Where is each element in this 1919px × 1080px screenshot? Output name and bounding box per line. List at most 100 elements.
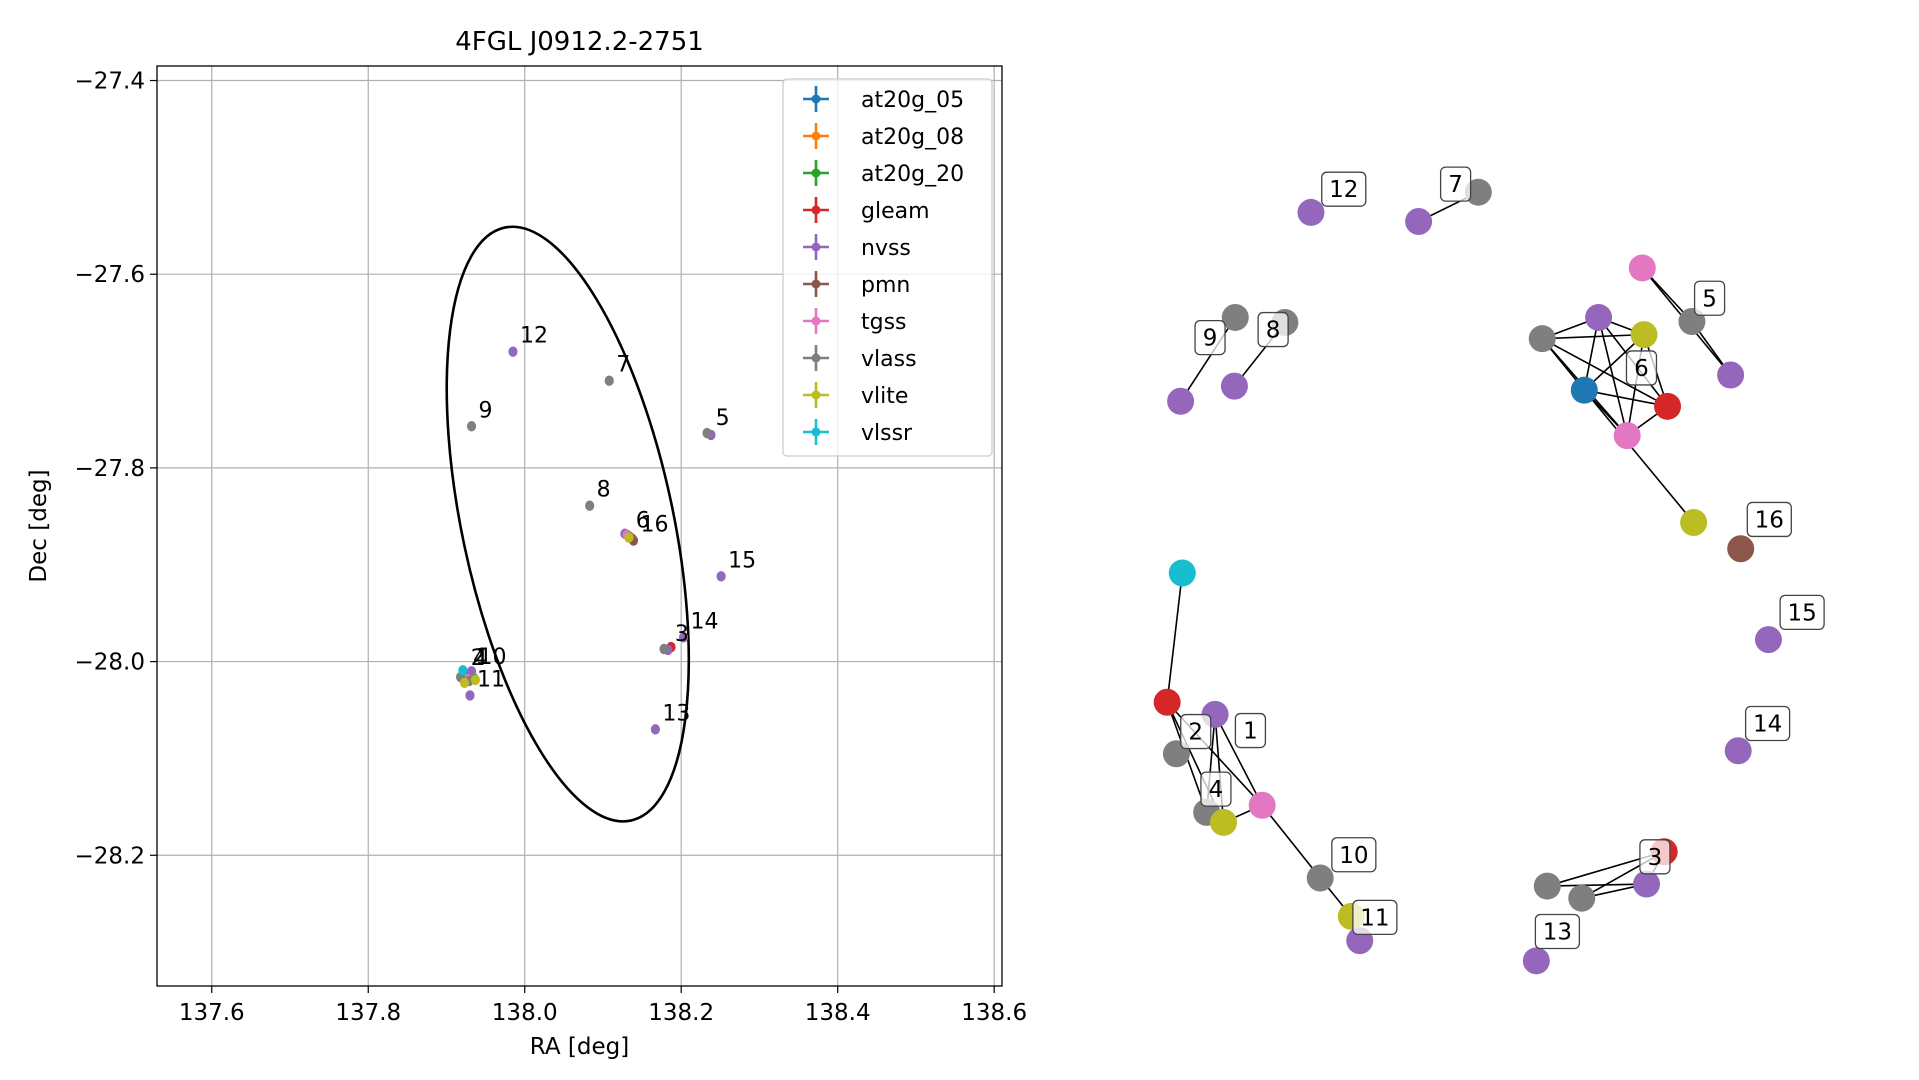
network-label-box: [1194, 319, 1226, 356]
point-vlass: [604, 375, 614, 386]
network-label-box: [1200, 771, 1232, 807]
network-edge: [1541, 337, 1668, 408]
network-node-at20g-a: [1570, 376, 1598, 404]
network-label-box: [1352, 899, 1398, 936]
legend-marker-vlite-dot: [811, 390, 821, 400]
x-tick-label: 138.0: [492, 1000, 558, 1026]
chart-title: 4FGL J0912.2-2751: [455, 27, 704, 57]
network-edge: [1584, 389, 1668, 408]
point-vlass: [466, 421, 477, 432]
network-label: 4: [1209, 777, 1224, 803]
legend-marker-nvss-dot: [811, 242, 821, 252]
network-node-nvss-g: [1717, 361, 1745, 389]
x-axis-ticks: 137.6 137.8 138.0 138.2 138.4 138.6: [179, 986, 1027, 1026]
point-nvss: [678, 632, 689, 643]
network-edge: [1179, 317, 1236, 402]
network-node-vlass-i: [1533, 872, 1561, 900]
point-vlite: [459, 677, 470, 689]
network-node-tgss-a: [1248, 791, 1276, 819]
y-tick-label: −28.0: [75, 650, 145, 676]
network-label-box: [1693, 280, 1726, 316]
network-label: 3: [1648, 845, 1663, 871]
network-node-vlass-c: [1306, 864, 1334, 892]
legend-entry-vlite: vlite: [861, 384, 908, 409]
network-node-vlite-c: [1630, 321, 1658, 349]
network-edge: [1583, 389, 1695, 523]
legend-marker-at20g_05-dot: [811, 94, 821, 104]
network-node-nvss-i: [1754, 626, 1782, 654]
point-label: 2: [471, 646, 485, 671]
x-axis-label: RA [deg]: [530, 1034, 629, 1060]
network-label: 1: [1243, 719, 1258, 745]
legend-marker-vlssr-dot: [811, 427, 821, 437]
legend-marker-vlass-dot: [811, 353, 821, 363]
network-node-nvss-d: [1220, 372, 1248, 400]
network-label-box: [1321, 171, 1367, 207]
plot-frame: [156, 65, 1003, 987]
network-node-vlass-f: [1464, 178, 1492, 206]
network-edge: [1214, 714, 1263, 806]
network-node-vlite-d: [1680, 508, 1708, 536]
network-node-nvss-f: [1405, 208, 1433, 235]
network-node-tgss-b: [1628, 254, 1656, 282]
point-label: 6: [636, 509, 650, 534]
network-node-pmn: [1727, 535, 1755, 563]
network-node-nvss-h: [1585, 303, 1613, 331]
x-tick-label: 137.8: [335, 1000, 401, 1026]
point-label: 9: [479, 398, 493, 423]
point-nvss: [650, 724, 660, 735]
y-tick-label: −27.6: [75, 262, 145, 288]
point-vlssr: [458, 665, 468, 676]
x-tick-label: 138.6: [961, 1000, 1027, 1026]
network-label: 7: [1448, 172, 1463, 198]
network-edge: [1547, 883, 1647, 887]
network-label: 16: [1755, 507, 1784, 533]
grid: [157, 66, 1002, 986]
legend-entry-at20g_08: at20g_08: [861, 125, 964, 150]
point-label: 10: [479, 645, 507, 670]
point-vlite: [470, 674, 481, 686]
network-label-box: [1744, 705, 1791, 742]
point-nvss: [465, 690, 475, 701]
point-label: 14: [691, 609, 719, 634]
network-label-box: [1234, 712, 1267, 749]
network-edge: [1583, 334, 1645, 391]
point-label: 1: [475, 645, 489, 670]
y-tick-label: −27.4: [75, 69, 145, 95]
point-label: 7: [616, 353, 630, 378]
network-edge: [1597, 317, 1628, 436]
legend-marker-pmn-dot: [811, 279, 821, 289]
network-node-nvss-l: [1522, 947, 1550, 975]
network-node-vlite-a: [1209, 808, 1237, 836]
network-node-gleam-b: [1654, 392, 1682, 420]
legend-entry-vlssr: vlssr: [861, 421, 913, 446]
legend-marker-at20g_08-dot: [811, 131, 821, 141]
y-tick-label: −28.2: [75, 843, 145, 869]
network-label-box: [1779, 594, 1825, 631]
x-tick-label: 138.2: [648, 1000, 714, 1026]
network-label-box: [1331, 837, 1377, 873]
network-node-nvss-k: [1633, 870, 1661, 898]
point-nvss: [716, 571, 726, 582]
uncertainty-ellipse: [445, 225, 691, 823]
point-vlass: [702, 427, 712, 439]
network-label-box: [1439, 166, 1472, 202]
network-edge: [1542, 333, 1645, 340]
network-label: 12: [1329, 177, 1358, 203]
network-label-box: [1257, 311, 1289, 348]
network-label-box: [1180, 713, 1212, 750]
legend-entry-tgss: tgss: [861, 310, 907, 335]
network-label: 11: [1360, 905, 1389, 931]
legend-marker-tgss-dot: [811, 316, 821, 326]
legend-entry-at20g_20: at20g_20: [861, 162, 964, 187]
network-node-nvss-e: [1297, 198, 1325, 226]
x-tick-label: 137.6: [179, 1000, 245, 1026]
point-label: 3: [675, 622, 689, 647]
network-label-box: [1534, 913, 1581, 950]
legend-marker-gleam-dot: [811, 205, 821, 215]
